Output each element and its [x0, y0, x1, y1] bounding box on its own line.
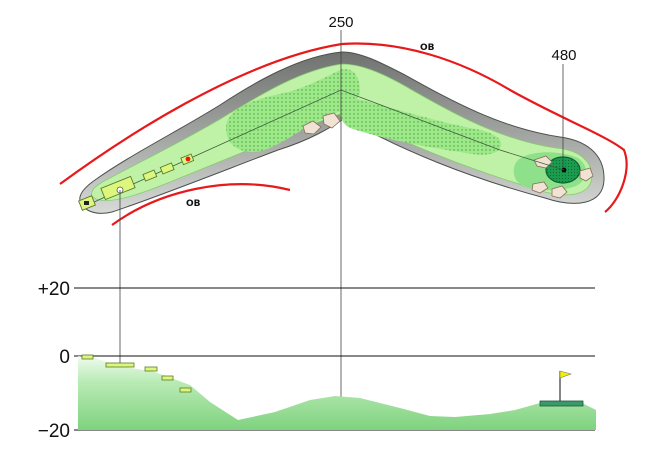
hole-map: OB OB 250 480: [59, 14, 628, 430]
y-label-zero: 0: [59, 347, 70, 368]
green-base: [539, 400, 584, 407]
landing-zone-left-texture: [226, 69, 360, 152]
tee-box-3: [159, 162, 175, 175]
ob-label-bottom: OB: [186, 199, 201, 209]
y-label-minus-20: −20: [38, 421, 70, 442]
red-target-dot-icon: [185, 156, 191, 162]
tee-step-main: [105, 362, 135, 368]
tee-marker-icon: [84, 201, 89, 205]
tee-step-4: [179, 387, 192, 393]
landing-zone-right-texture: [339, 96, 502, 155]
tee-step-back: [81, 354, 94, 360]
tee-steps: [81, 354, 192, 393]
terrain-profile: [78, 356, 596, 430]
tee-step-2: [144, 366, 158, 372]
ob-label-top: OB: [420, 43, 435, 53]
tee-box-2: [142, 169, 158, 182]
distance-label-250: 250: [328, 14, 353, 31]
flag-icon: [559, 370, 572, 379]
ob-line-bottom: [111, 183, 291, 226]
distance-label-480: 480: [551, 47, 576, 64]
rough-area: [79, 51, 605, 214]
y-label-plus-20: +20: [38, 279, 70, 300]
tee-step-3: [161, 375, 174, 381]
ob-line-top: [59, 42, 628, 213]
elevation-profile: +20 0 −20: [38, 279, 596, 442]
